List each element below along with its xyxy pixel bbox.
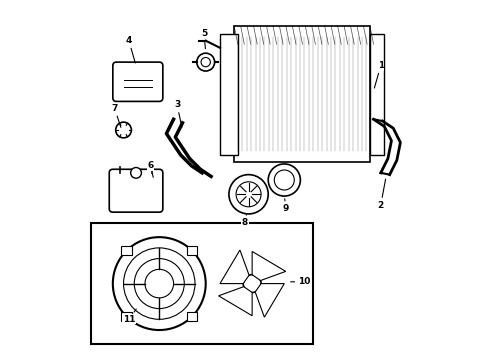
Text: 3: 3 [174, 100, 182, 127]
Circle shape [229, 175, 268, 214]
Circle shape [134, 258, 184, 309]
Bar [187, 312, 197, 321]
Circle shape [113, 237, 206, 330]
Circle shape [116, 122, 131, 138]
Text: 11: 11 [122, 309, 136, 324]
Polygon shape [219, 287, 252, 316]
Polygon shape [220, 250, 249, 284]
Circle shape [123, 248, 195, 319]
Bar [121, 312, 132, 321]
Text: 9: 9 [283, 199, 289, 213]
Text: 5: 5 [201, 29, 207, 49]
Bar [121, 247, 132, 255]
Bar [370, 33, 384, 155]
Text: 10: 10 [291, 277, 310, 286]
Circle shape [243, 275, 261, 293]
Circle shape [201, 58, 210, 67]
Text: 2: 2 [378, 179, 386, 210]
FancyBboxPatch shape [113, 62, 163, 102]
Bar [187, 247, 197, 255]
FancyBboxPatch shape [109, 169, 163, 212]
Text: 1: 1 [374, 61, 384, 88]
Text: 4: 4 [126, 36, 135, 63]
Circle shape [274, 170, 294, 190]
Circle shape [236, 182, 261, 207]
Bar [92, 223, 313, 344]
Polygon shape [252, 251, 286, 280]
Polygon shape [255, 284, 284, 317]
Text: 6: 6 [147, 161, 153, 177]
Text: 7: 7 [111, 104, 121, 127]
Circle shape [197, 53, 215, 71]
Circle shape [131, 167, 142, 178]
Circle shape [268, 164, 300, 196]
Bar [234, 26, 370, 162]
Bar [220, 33, 238, 155]
Circle shape [145, 269, 173, 298]
Text: 8: 8 [242, 215, 248, 228]
